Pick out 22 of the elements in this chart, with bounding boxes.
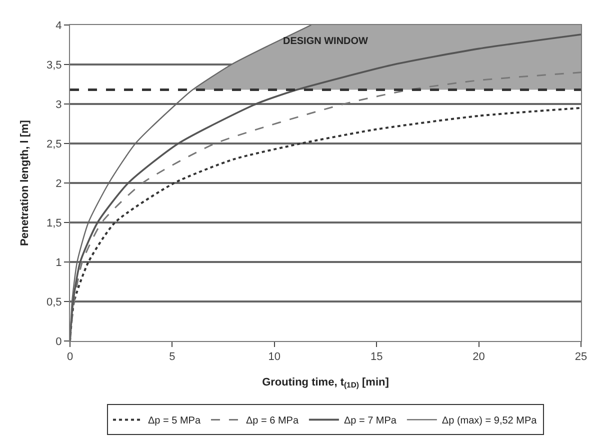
y-tick-label: 0,5	[46, 296, 62, 308]
y-tick-label: 1,5	[46, 217, 62, 230]
x-tick-label: 0	[66, 351, 74, 364]
y-axis-title: Penetration length, l [m]	[19, 120, 32, 246]
legend-label: Δp = 7 MPa	[344, 416, 397, 427]
y-tick-label: 2,5	[46, 138, 62, 150]
y-tick-label: 2	[56, 178, 62, 190]
x-tick-label: 20	[472, 351, 485, 364]
band-label: DESIGN WINDOW	[283, 36, 369, 47]
y-tick-label: 3	[56, 98, 62, 111]
y-tick-label: 3,5	[46, 59, 62, 72]
x-tick-label: 10	[268, 351, 281, 364]
legend-label: Δp = 6 MPa	[246, 416, 299, 427]
x-axis-title: Grouting time, t$_{(1D)}$ [min]	[262, 376, 390, 390]
x-tick-label: 5	[169, 351, 176, 364]
x-tick-label: 25	[574, 351, 588, 364]
legend-label: Δp = 5 MPa	[148, 416, 201, 427]
x-tick-label: 15	[370, 351, 383, 364]
legend-label: Δp (max) = 9,52 MPa	[442, 416, 538, 427]
y-tick-label: 0	[56, 336, 62, 348]
y-tick-label: 1	[56, 256, 62, 269]
y-tick-label: 4	[56, 20, 62, 32]
